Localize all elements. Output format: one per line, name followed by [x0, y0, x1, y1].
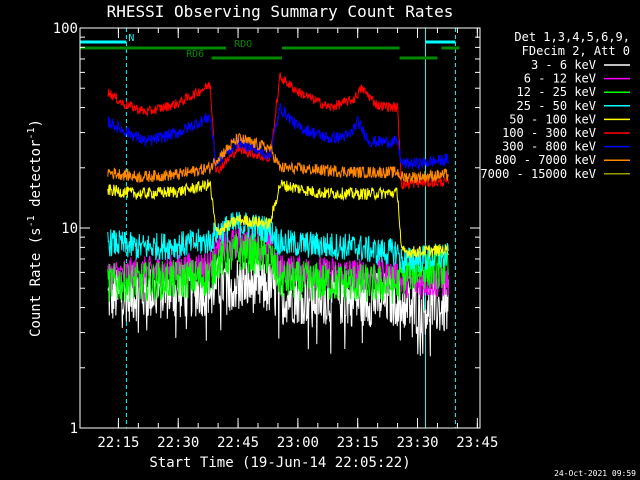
- legend-label-1: 3 - 6 keV: [531, 58, 596, 72]
- date-stamp: 24-Oct-2021 09:59: [554, 469, 636, 478]
- series-line-3: [107, 232, 449, 304]
- flag-label-n: N: [128, 33, 134, 44]
- x-axis-label: Start Time (19-Jun-14 22:05:22): [149, 455, 410, 471]
- legend: Det 1,3,4,5,6,9, FDecim 2, Att 0 3 - 6 k…: [480, 30, 630, 181]
- series-line-5: [107, 179, 449, 258]
- x-tick-label-7: 23:45: [456, 435, 498, 451]
- x-tick-label-2: 22:30: [157, 435, 199, 451]
- legend-label-9: 7000 - 15000 keV: [480, 167, 596, 181]
- flag-label-rd6: RD6: [186, 49, 204, 60]
- series-line-8: [107, 132, 449, 184]
- y-tick-label-1: 1: [70, 421, 78, 437]
- legend-label-5: 50 - 100 keV: [509, 112, 596, 126]
- chart-title: RHESSI Observing Summary Count Rates: [107, 2, 454, 21]
- x-tick-label-3: 22:45: [217, 435, 259, 451]
- x-tick-label-5: 23:15: [337, 435, 379, 451]
- x-tick-label-1: 22:15: [97, 435, 139, 451]
- x-tick-label-4: 23:00: [277, 435, 319, 451]
- legend-label-2: 6 - 12 keV: [524, 72, 596, 86]
- series-line-6: [107, 72, 449, 190]
- series-line-2: [107, 227, 449, 299]
- instrument-flags: N RDO RD6: [80, 33, 460, 60]
- x-tick-label-6: 23:30: [396, 435, 438, 451]
- legend-header-line-1: Det 1,3,4,5,6,9,: [514, 30, 630, 44]
- legend-label-7: 300 - 800 keV: [502, 140, 596, 154]
- series-line-7: [107, 102, 449, 171]
- legend-label-3: 12 - 25 keV: [517, 85, 596, 99]
- y-tick-label-3: 100: [53, 21, 78, 37]
- flag-label-rdo: RDO: [234, 39, 252, 50]
- legend-label-6: 100 - 300 keV: [502, 126, 596, 140]
- series-line-4: [107, 211, 449, 274]
- y-axis-ticks: 1 10 100: [53, 21, 480, 437]
- y-tick-label-2: 10: [61, 221, 78, 237]
- legend-label-8: 800 - 7000 keV: [495, 153, 596, 167]
- legend-label-4: 25 - 50 keV: [517, 99, 596, 113]
- x-axis-ticks: 22:15 22:30 22:45 23:00 23:15 23:30 23:45: [97, 28, 498, 451]
- plot-area: [79, 28, 456, 428]
- legend-header-line-2: FDecim 2, Att 0: [522, 44, 630, 58]
- y-axis-label: Count Rate (s-1 detector-1): [26, 119, 44, 337]
